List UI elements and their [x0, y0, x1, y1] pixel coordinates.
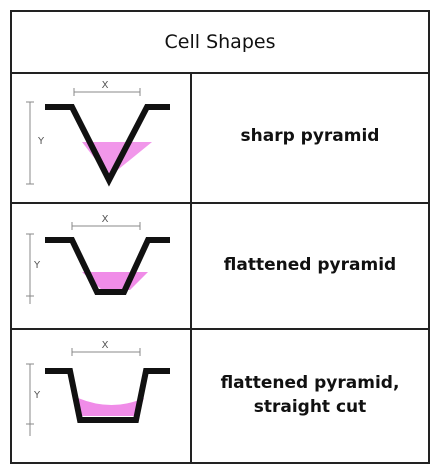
shape-name: sharp pyramid	[240, 126, 380, 147]
shape-diagram: X Y	[26, 214, 170, 304]
cell-outline	[45, 368, 170, 423]
fill	[78, 398, 144, 416]
diagram-cell: X Y	[12, 72, 192, 202]
shape-diagram: X Y	[26, 340, 170, 436]
x-label: X	[102, 80, 109, 91]
label-cell: flattened pyramid, straight cut	[192, 330, 428, 462]
shape-table: Cell Shapes X Y sharp pyramid	[10, 10, 430, 464]
y-label: Y	[33, 390, 41, 401]
y-label: Y	[37, 136, 45, 147]
label-cell: flattened pyramid	[192, 204, 428, 328]
shape-diagram: X Y	[26, 80, 170, 187]
cell-outline	[45, 237, 170, 295]
table-row: X Y sharp pyramid	[12, 72, 428, 204]
y-label: Y	[33, 260, 41, 271]
x-label: X	[102, 340, 109, 351]
table-title: Cell Shapes	[12, 12, 428, 74]
cell-outline	[45, 104, 170, 187]
table-row: X Y flattened pyramid, straight cut	[12, 330, 428, 462]
diagram-cell: X Y	[12, 330, 192, 462]
x-label: X	[102, 214, 109, 225]
table-row: X Y flattened pyramid	[12, 204, 428, 330]
shape-name: flattened pyramid	[223, 255, 397, 276]
label-cell: sharp pyramid	[192, 72, 428, 202]
shape-name: flattened pyramid, straight cut	[220, 373, 400, 417]
diagram-cell: X Y	[12, 204, 192, 328]
